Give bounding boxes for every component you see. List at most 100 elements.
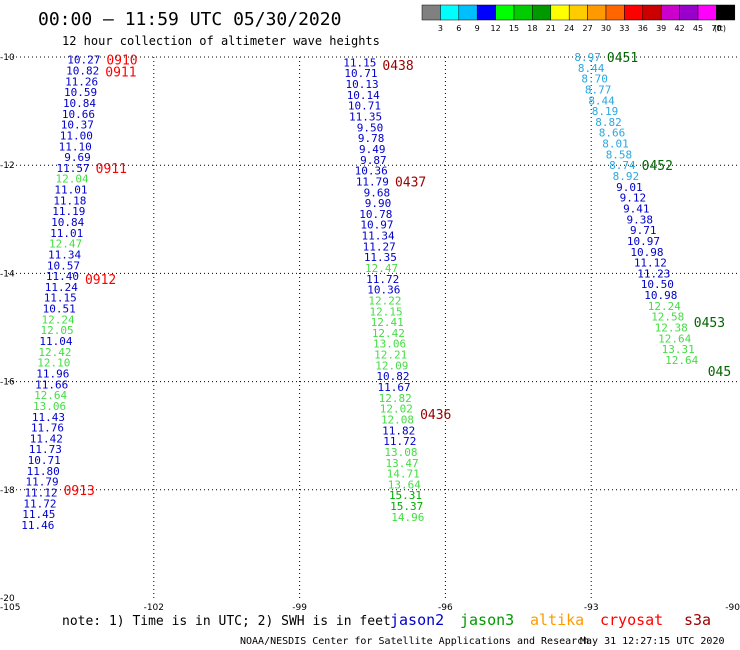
- satellite-name: altika: [530, 611, 584, 629]
- colorbar-swatch: [440, 4, 460, 21]
- colorbar-swatch: [495, 4, 515, 21]
- x-tick-label: -105: [0, 603, 20, 613]
- swh-value: 10.82: [376, 370, 409, 383]
- colorbar-swatch: [660, 4, 680, 21]
- swh-value: 13.64: [388, 478, 421, 491]
- swh-value: 11.26: [65, 75, 98, 88]
- colorbar-swatch: [421, 4, 441, 21]
- x-tick-label: -90: [725, 603, 740, 613]
- colorbar-label: 36: [638, 24, 648, 33]
- chart-subtitle: 12 hour collection of altimeter wave hei…: [62, 34, 380, 48]
- swh-value: 12.58: [651, 311, 684, 324]
- swh-value: 12.09: [375, 359, 408, 372]
- swh-value: 9.71: [630, 224, 657, 237]
- swh-value: 10.82: [66, 65, 99, 78]
- swh-value: 11.19: [52, 205, 85, 218]
- swh-value: 11.46: [21, 519, 54, 532]
- swh-value: 11.18: [53, 194, 86, 207]
- colorbar-label: 30: [601, 24, 611, 33]
- swh-value: 14.96: [391, 511, 424, 524]
- swh-value: 10.84: [51, 216, 84, 229]
- x-tick-label: -96: [438, 603, 453, 613]
- swh-value: 12.05: [40, 324, 73, 337]
- swh-value: 11.24: [45, 281, 78, 294]
- swh-value: 9.01: [616, 181, 643, 194]
- colorbar-label: 9: [475, 24, 480, 33]
- swh-value: 10.71: [348, 100, 381, 113]
- swh-value: 13.06: [33, 400, 66, 413]
- time-label: 0438: [382, 59, 413, 74]
- swh-value: 11.66: [35, 378, 68, 391]
- colorbar-swatch: [458, 4, 478, 21]
- swh-value: 13.08: [384, 446, 417, 459]
- colorbar: 3 6 9 12 15 18 21 24 27 30 33 36 39 42 45 70(ft): [421, 4, 736, 33]
- swh-value: 11.27: [363, 240, 396, 253]
- swh-value: 11.80: [27, 465, 60, 478]
- colorbar-label: 39: [656, 24, 666, 33]
- credit-line: NOAA/NESDIS Center for Satellite Applica…: [240, 636, 589, 647]
- swh-value: 8.01: [602, 138, 629, 151]
- colorbar-label: 42: [675, 24, 685, 33]
- swh-value: 12.41: [371, 316, 404, 329]
- swh-value: 9.90: [365, 197, 392, 210]
- swh-value: 11.79: [356, 175, 389, 188]
- swh-value: 12.64: [665, 354, 698, 367]
- swh-value: 10.51: [43, 303, 76, 316]
- colorbar-swatch: [697, 4, 717, 21]
- timestamp: May 31 12:27:15 UTC 2020: [580, 636, 725, 647]
- y-tick-label: -12: [0, 161, 15, 171]
- satellite-name: jason2: [390, 611, 444, 629]
- swh-value: 11.79: [26, 476, 59, 489]
- time-label: 0912: [85, 273, 116, 288]
- colorbar-swatch: [587, 4, 607, 21]
- swh-value: 15.37: [390, 500, 423, 513]
- swh-value: 9.12: [620, 192, 647, 205]
- y-tick-label: -18: [0, 486, 15, 496]
- swh-value: 8.92: [613, 170, 640, 183]
- swh-value: 8.97: [574, 51, 601, 64]
- swh-value: 8.70: [581, 73, 608, 86]
- swh-value: 9.68: [364, 186, 391, 199]
- swh-value: 10.98: [644, 289, 677, 302]
- swh-value: 8.77: [585, 83, 612, 96]
- track-b: 11.1510.7110.1310.1410.7111.359.509.789.…: [343, 56, 451, 523]
- swh-value: 12.42: [372, 327, 405, 340]
- y-tick-label: -10: [0, 53, 15, 63]
- swh-value: 11.34: [48, 248, 81, 261]
- colorbar-label: 45: [693, 24, 703, 33]
- colorbar-label: 6: [456, 24, 461, 33]
- colorbar-label: 3: [438, 24, 443, 33]
- swh-value: 11.34: [362, 230, 395, 243]
- colorbar-label: 27: [583, 24, 593, 33]
- swh-value: 11.73: [29, 443, 62, 456]
- colorbar-swatch: [550, 4, 570, 21]
- swh-value: 12.02: [380, 403, 413, 416]
- swh-value: 10.57: [47, 259, 80, 272]
- swh-value: 8.44: [588, 94, 615, 107]
- swh-value: 8.82: [595, 116, 622, 129]
- colorbar-swatch: [532, 4, 552, 21]
- colorbar-swatch: [513, 4, 533, 21]
- track-a: 10.2710.8211.2610.5910.8410.6610.3711.00…: [21, 54, 137, 532]
- chart-title: 00:00 – 11:59 UTC 05/30/2020: [38, 9, 341, 30]
- swh-value: 11.35: [349, 111, 382, 124]
- swh-value: 12.21: [374, 349, 407, 362]
- swh-value: 10.98: [630, 246, 663, 259]
- swh-value: 12.64: [34, 389, 67, 402]
- swh-value: 10.36: [367, 284, 400, 297]
- satellite-name: jason3: [460, 611, 514, 629]
- colorbar-swatch: [716, 4, 736, 21]
- swh-value: 11.12: [634, 257, 667, 270]
- time-label: 0452: [642, 159, 673, 174]
- swh-value: 11.15: [343, 56, 376, 69]
- swh-value: 10.66: [62, 108, 95, 121]
- swh-value: 9.50: [357, 121, 384, 134]
- swh-value: 11.43: [32, 411, 65, 424]
- footnote: note: 1) Time is in UTC; 2) SWH is in fe…: [62, 614, 391, 629]
- satellite-tracks: 10.2710.8211.2610.5910.8410.6610.3711.00…: [21, 51, 731, 532]
- swh-value: 8.44: [578, 62, 605, 75]
- swh-value: 8.74: [609, 159, 636, 172]
- swh-value: 10.13: [346, 78, 379, 91]
- swh-value: 9.49: [359, 143, 386, 156]
